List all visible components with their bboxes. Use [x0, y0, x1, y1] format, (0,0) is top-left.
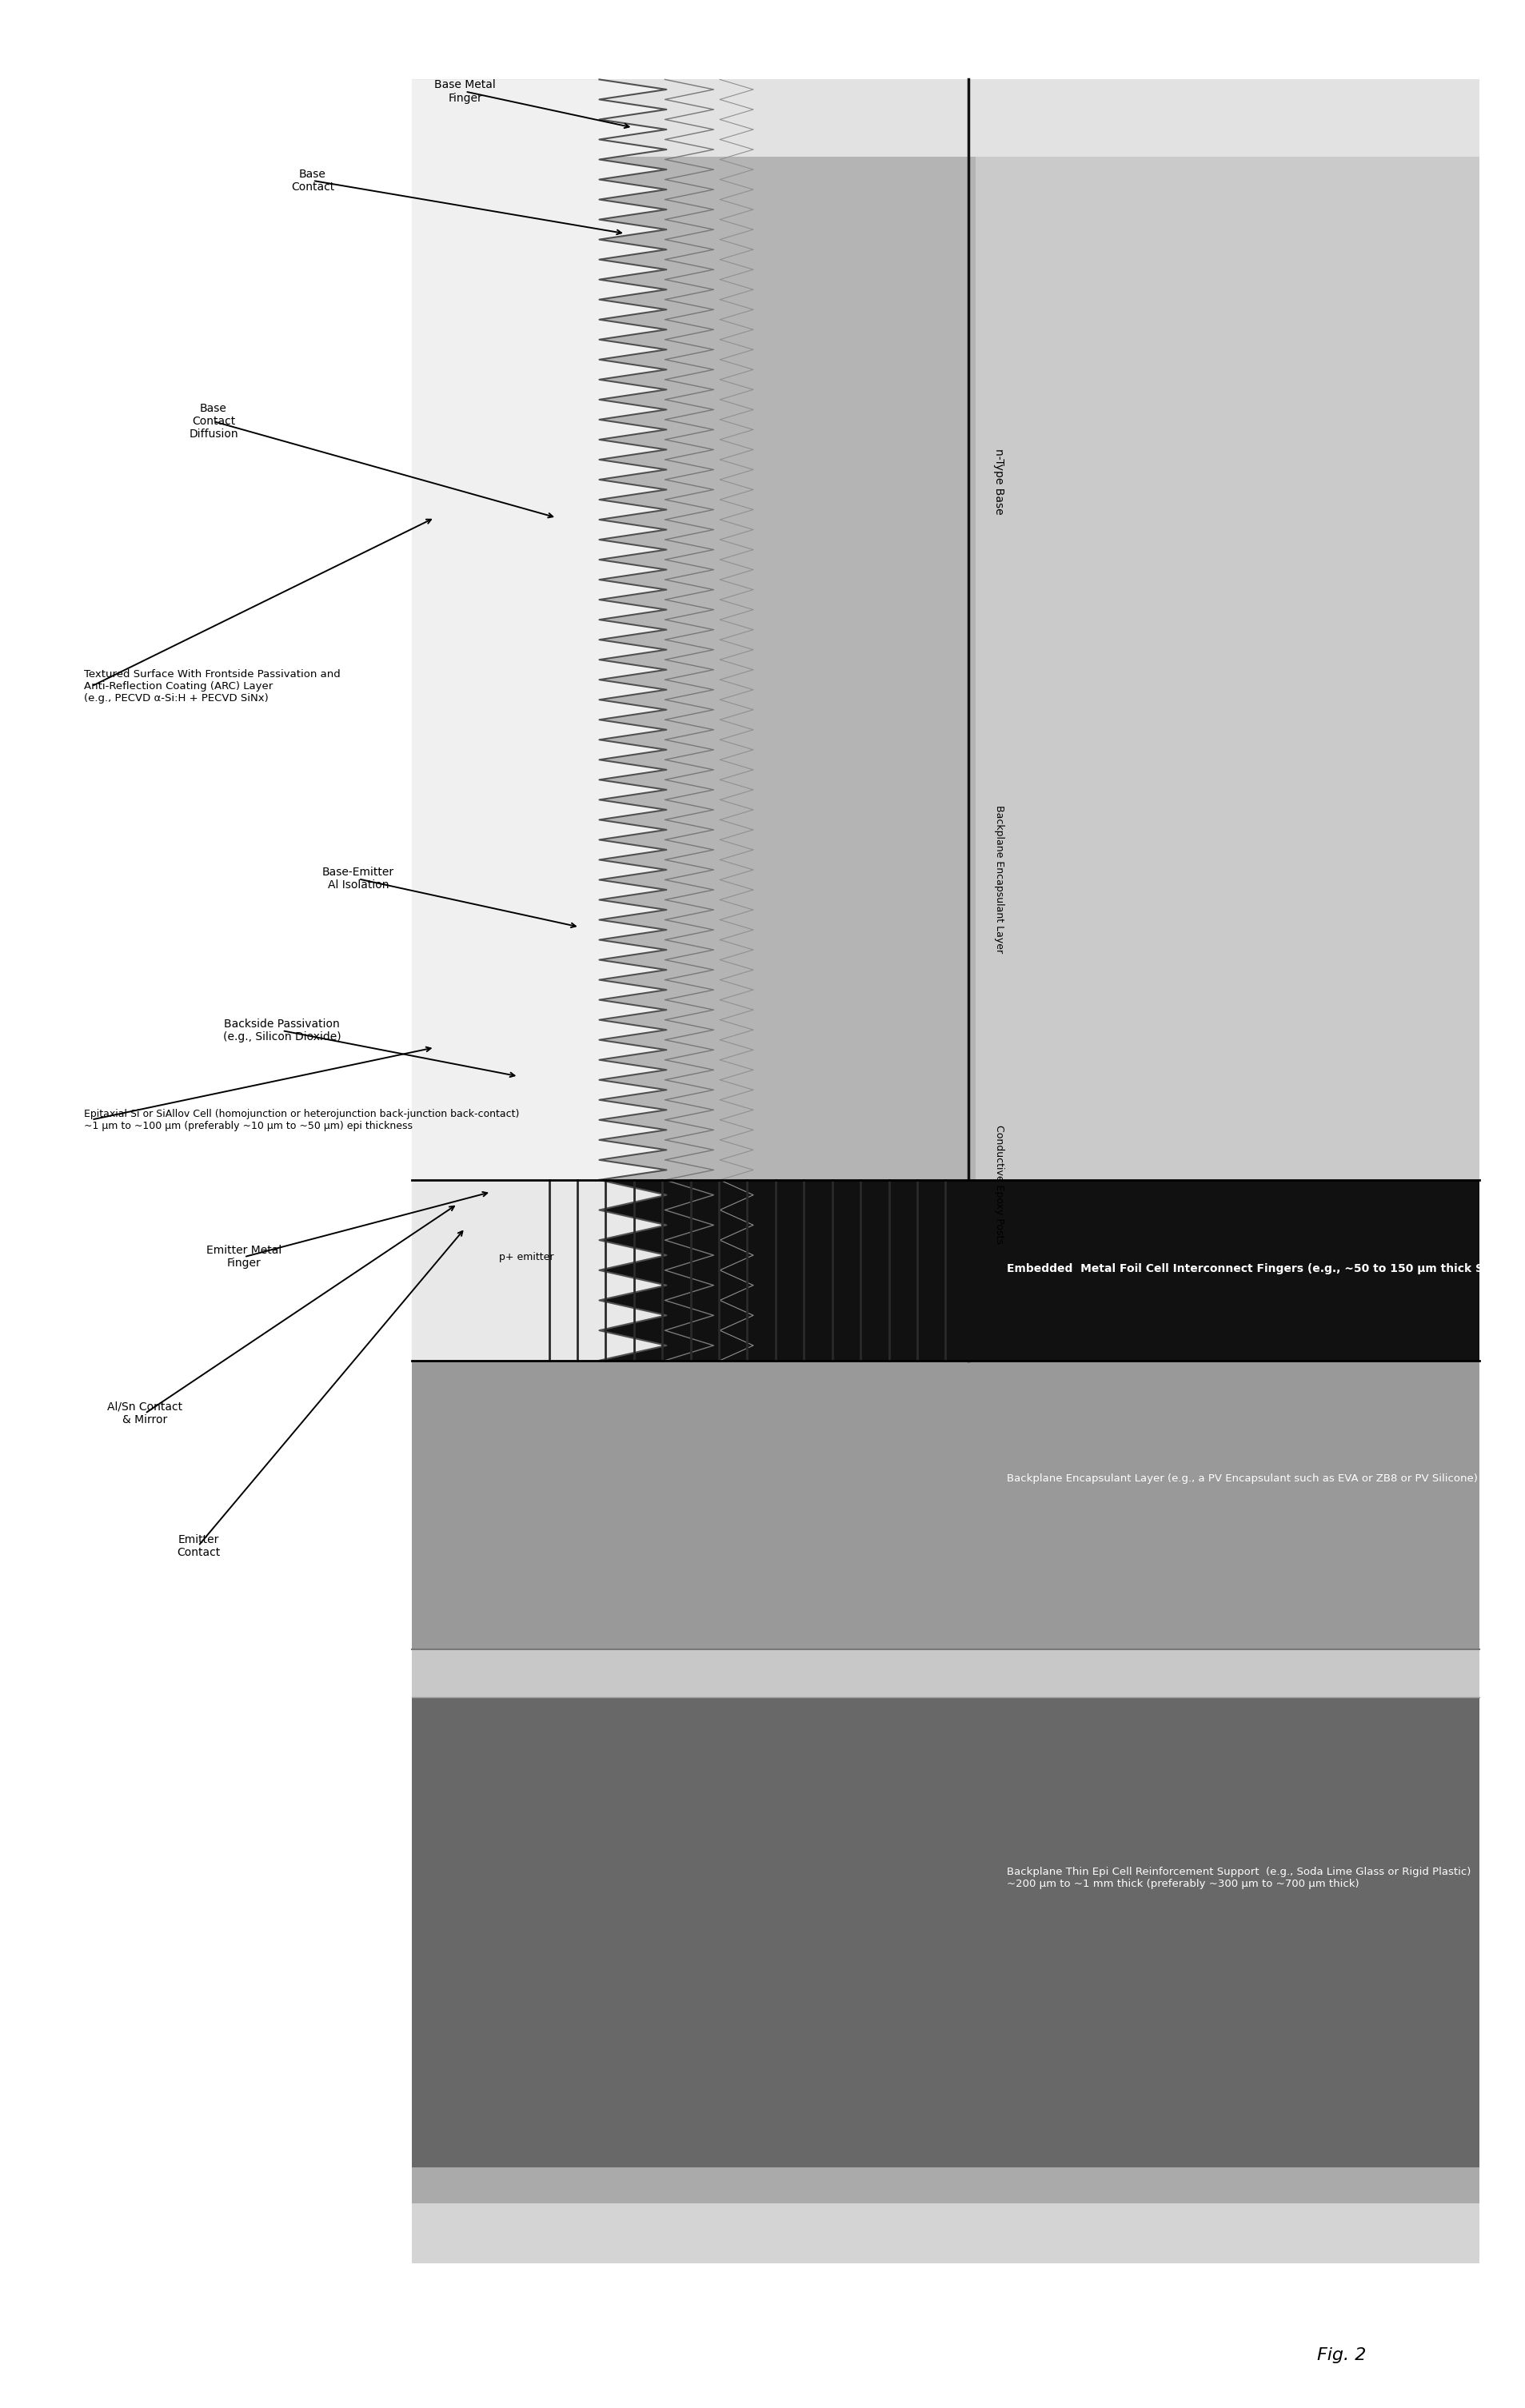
Bar: [412, 2203, 1479, 2264]
Bar: [412, 157, 564, 1180]
Text: Base-Emitter
Al Isolation: Base-Emitter Al Isolation: [322, 867, 395, 891]
Text: n-Type Base: n-Type Base: [993, 448, 1005, 515]
Polygon shape: [412, 79, 666, 1180]
Text: Fig. 2: Fig. 2: [1318, 2348, 1366, 2362]
Text: Epitaxial Si or SiAllov Cell (homojunction or heterojunction back-junction back-: Epitaxial Si or SiAllov Cell (homojuncti…: [84, 1108, 518, 1132]
Bar: [412, 1698, 1479, 2167]
Bar: [412, 1649, 1479, 1698]
Bar: [976, 157, 1479, 1180]
Text: Backside Passivation
(e.g., Silicon Dioxide): Backside Passivation (e.g., Silicon Diox…: [223, 1019, 342, 1043]
Text: Emitter Metal
Finger: Emitter Metal Finger: [206, 1245, 282, 1269]
Text: Base
Contact
Diffusion: Base Contact Diffusion: [189, 402, 238, 441]
Text: Al/Sn Contact
& Mirror: Al/Sn Contact & Mirror: [107, 1401, 183, 1426]
Text: Conductive Epoxy Posts: Conductive Epoxy Posts: [994, 1125, 1003, 1245]
Text: Backplane Encapsulant Layer (e.g., a PV Encapsulant such as EVA or ZB8 or PV Sil: Backplane Encapsulant Layer (e.g., a PV …: [1007, 1474, 1478, 1483]
Text: Textured Surface With Frontside Passivation and
Anti-Reflection Coating (ARC) La: Textured Surface With Frontside Passivat…: [84, 669, 340, 703]
Text: Base
Contact: Base Contact: [291, 169, 334, 193]
Bar: [412, 1180, 1479, 1361]
Bar: [412, 157, 1479, 1180]
Polygon shape: [412, 1180, 666, 1361]
Text: Backplane Encapsulant Layer: Backplane Encapsulant Layer: [994, 804, 1003, 954]
Text: Embedded  Metal Foil Cell Interconnect Fingers (e.g., ~50 to 150 μm thick Sn-coa: Embedded Metal Foil Cell Interconnect Fi…: [1007, 1264, 1525, 1274]
Text: Backplane Thin Epi Cell Reinforcement Support  (e.g., Soda Lime Glass or Rigid P: Backplane Thin Epi Cell Reinforcement Su…: [1007, 1866, 1470, 1890]
Bar: [412, 1361, 1479, 1649]
Bar: [412, 2167, 1479, 2203]
Bar: [412, 79, 1479, 157]
Text: p+ emitter: p+ emitter: [499, 1252, 554, 1262]
Text: Base Metal
Finger: Base Metal Finger: [435, 79, 496, 104]
Text: Emitter
Contact: Emitter Contact: [177, 1534, 220, 1558]
